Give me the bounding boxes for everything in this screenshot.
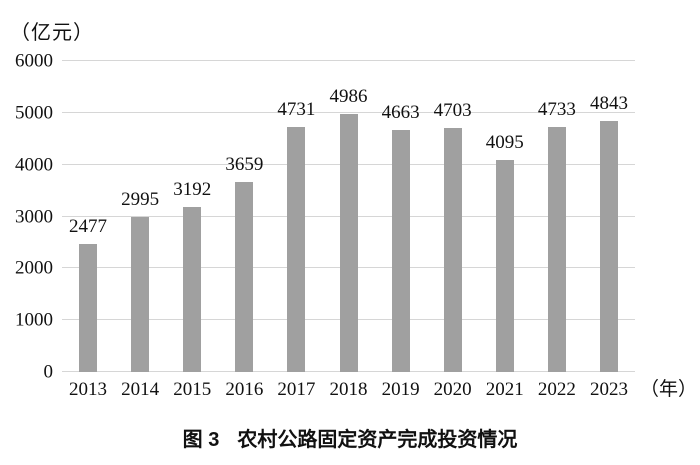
bar-2015 [183, 206, 202, 372]
x-tick-label-2022: 2022 [537, 379, 576, 400]
x-tick-label-2017: 2017 [277, 379, 316, 400]
value-label-2016: 3659 [225, 154, 264, 176]
bar-2014 [131, 216, 150, 372]
y-tick-label-5000: 5000 [15, 102, 53, 124]
y-tick-label-6000: 6000 [15, 50, 53, 72]
y-tick-label-3000: 3000 [15, 206, 53, 227]
x-tick-label-2020: 2020 [433, 379, 472, 400]
x-tick-label-2013: 2013 [69, 379, 108, 400]
value-label-2018: 4986 [329, 85, 368, 107]
y-tick-label-1000: 1000 [15, 309, 53, 331]
value-label-2020: 4703 [433, 100, 472, 122]
value-label-2017: 4731 [277, 98, 316, 120]
figure-caption-title: 农村公路固定资产完成投资情况 [237, 429, 518, 451]
value-label-2015: 3192 [173, 178, 212, 200]
figure-caption-number: 图 3 [182, 429, 220, 451]
x-tick-label-2023: 2023 [589, 379, 628, 400]
plot-area: 0 1000 2000 3000 4000 5000 6000 2477 2995 3192 36… [15, 52, 697, 400]
value-label-2014: 2995 [121, 188, 160, 210]
bar-2017 [287, 126, 306, 372]
figure-caption: 图 3 农村公路固定资产完成投资情况 [0, 428, 700, 452]
x-tick-label-2018: 2018 [329, 379, 368, 400]
value-label-2023: 4843 [589, 92, 628, 114]
x-tick-label-2021: 2021 [485, 379, 524, 400]
bar-2013 [79, 243, 98, 372]
x-axis-unit-label: （年） [640, 379, 698, 400]
x-tick-label-2019: 2019 [381, 379, 420, 400]
gridline-5000 [62, 111, 635, 113]
y-tick-label-4000: 4000 [15, 154, 53, 176]
y-tick-label-0: 0 [43, 361, 54, 383]
x-tick-label-2015: 2015 [173, 379, 212, 400]
value-label-2021: 4095 [485, 131, 524, 153]
value-label-2013: 2477 [69, 215, 108, 237]
value-label-2022: 4733 [537, 98, 576, 120]
bar-2019 [391, 130, 410, 372]
y-tick-label-2000: 2000 [15, 257, 53, 279]
x-tick-label-2016: 2016 [225, 379, 264, 400]
x-tick-label-2014: 2014 [121, 379, 160, 400]
bar-2016 [235, 182, 254, 372]
bar-2021 [495, 159, 514, 372]
value-label-2019: 4663 [381, 102, 420, 124]
bar-2022 [547, 126, 566, 372]
bar-2018 [339, 113, 358, 372]
bar-2020 [443, 128, 462, 372]
bar-2023 [599, 120, 618, 372]
gridline-6000 [62, 60, 635, 61]
y-axis-unit-label: （亿元） [10, 22, 94, 44]
